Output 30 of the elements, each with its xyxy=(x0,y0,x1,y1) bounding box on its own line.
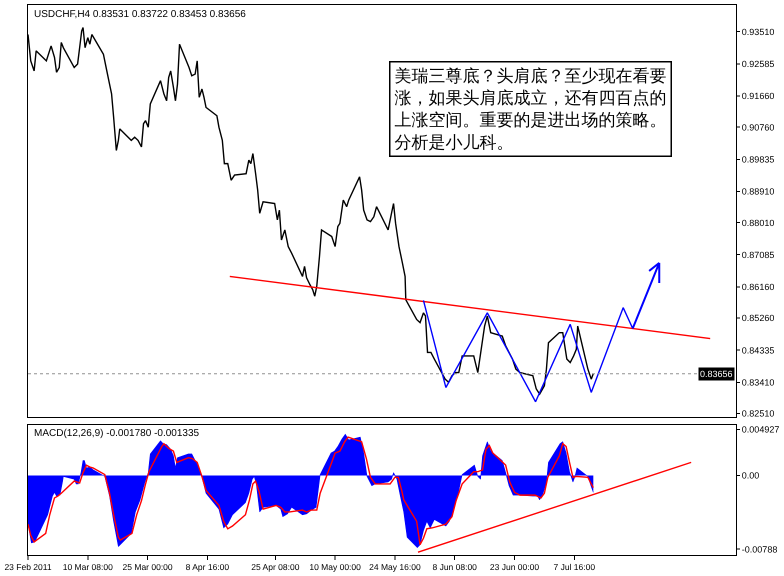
chart-title: USDCHF,H4 0.83531 0.83722 0.83453 0.83656 xyxy=(34,9,246,20)
y-tick-label: 0.00 xyxy=(742,470,760,481)
x-tick-label: 24 May 16:00 xyxy=(369,562,421,572)
x-tick-label: 25 Apr 08:00 xyxy=(251,562,300,572)
x-tick-label: 8 Jun 08:00 xyxy=(432,562,478,572)
y-tick-label: 0.86160 xyxy=(742,282,774,292)
x-tick-label: 25 Mar 00:00 xyxy=(122,562,173,572)
annotation: 美瑞三尊底？头肩底？至少现在看要涨，如果头肩底成立，还有四百点的上涨空间。重要的是进出场的策略。分析是小儿科。 xyxy=(394,66,666,152)
x-tick-label: 23 Feb 2011 xyxy=(4,562,52,572)
x-tick-label: 10 Mar 08:00 xyxy=(62,562,114,572)
y-tick-label: 0.88010 xyxy=(742,218,774,228)
y-tick-label: -0.00788 xyxy=(742,544,778,554)
y-tick-label: 0.91660 xyxy=(742,91,774,102)
y-tick-label: 0.90760 xyxy=(742,122,774,132)
chart-title: MACD(12,26,9) -0.001780 -0.001335 xyxy=(34,428,200,439)
y-tick-label: 0.88910 xyxy=(742,186,774,197)
x-tick-label: 23 Jun 00:00 xyxy=(490,562,540,572)
y-tick-label: 0.82510 xyxy=(742,408,774,419)
y-tick-label: 0.004927 xyxy=(742,424,780,435)
y-tick-label: 0.83410 xyxy=(742,377,774,388)
y-tick-label: 0.89835 xyxy=(742,154,774,164)
y-tick-label: 0.87085 xyxy=(742,250,774,260)
ref-line-label: 0.83656 xyxy=(700,369,733,379)
y-tick-label: 0.92585 xyxy=(742,58,774,69)
x-tick-label: 7 Jul 16:00 xyxy=(553,562,596,572)
y-tick-label: 0.85260 xyxy=(742,313,774,324)
x-tick-label: 10 May 00:00 xyxy=(309,562,362,572)
y-tick-label: 0.84335 xyxy=(742,345,774,356)
x-tick-label: 8 Apr 16:00 xyxy=(186,562,230,572)
y-tick-label: 0.93510 xyxy=(742,26,774,37)
